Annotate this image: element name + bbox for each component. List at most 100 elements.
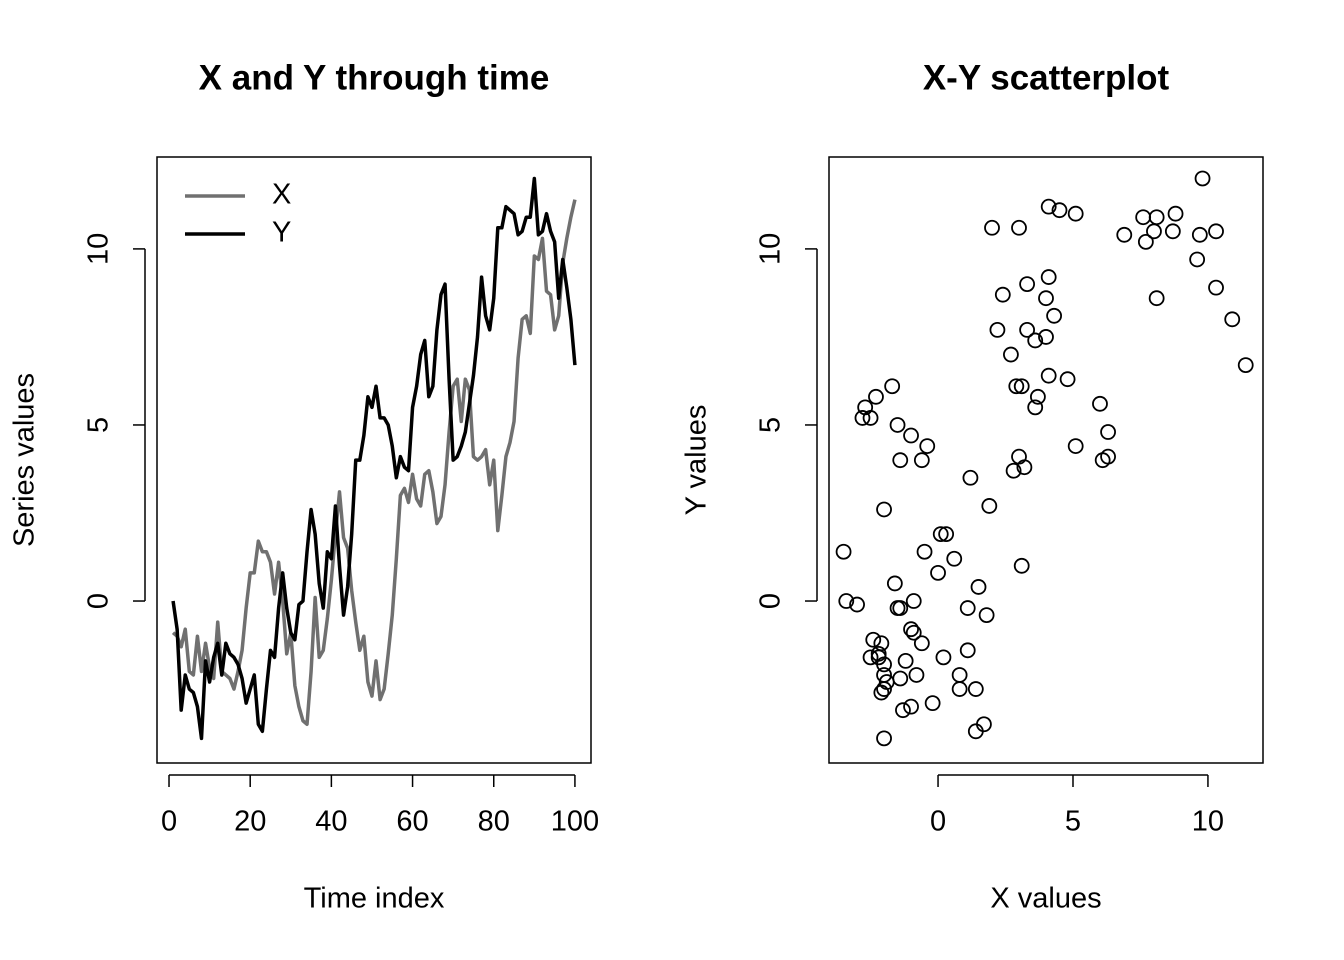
scatter-point: [876, 501, 892, 518]
x-tick-label: 80: [478, 806, 510, 838]
scatter-point: [970, 579, 987, 595]
scatter-point: [1135, 209, 1152, 226]
scatter-point: [892, 452, 909, 469]
scatter-point: [1067, 438, 1084, 454]
scatter-point: [959, 600, 976, 616]
chart-title: X and Y through time: [199, 58, 550, 97]
y-tick-label: 10: [755, 233, 787, 265]
scatter-point: [1164, 223, 1181, 240]
scatter-point: [1194, 170, 1211, 187]
scatter-point: [935, 649, 952, 666]
scatter-point: [876, 656, 892, 673]
scatter-point: [1038, 290, 1054, 307]
scatter-point: [1208, 223, 1224, 240]
scatter-point: [1189, 251, 1206, 268]
scatter-point: [897, 652, 914, 669]
scatter-point: [1016, 459, 1033, 476]
scatter-point: [884, 378, 901, 395]
scatter-point: [1030, 388, 1046, 405]
scatter-point: [854, 410, 871, 426]
scatter-point: [838, 593, 855, 609]
scatter-point: [981, 498, 998, 514]
scatter-point: [1224, 311, 1241, 328]
y-tick-label: 5: [755, 417, 787, 433]
scatter-point: [862, 410, 879, 426]
series-line: [171, 199, 577, 727]
scatter-point: [835, 543, 852, 560]
y-tick-label: 0: [83, 593, 115, 609]
scatter-point: [868, 388, 884, 405]
x-tick-label: 0: [161, 806, 177, 838]
x-axis-label: Time index: [304, 883, 445, 915]
scatter-point: [876, 667, 892, 683]
scatter-point: [908, 667, 925, 683]
scatter-point: [1148, 209, 1165, 226]
scatter-point: [913, 452, 930, 469]
scatter-point: [1040, 367, 1057, 384]
scatter-point: [905, 593, 922, 609]
scatter-point: [876, 730, 892, 747]
scatter-point: [978, 607, 995, 624]
scatter-point: [1191, 226, 1208, 243]
plot-frame: [156, 156, 592, 764]
scatter-point: [1008, 378, 1025, 395]
scatter-point: [903, 698, 919, 715]
y-tick-label: 0: [755, 593, 787, 609]
scatter-point: [967, 681, 984, 697]
scatter-point: [886, 575, 903, 592]
scatter-point: [1019, 321, 1036, 338]
chart-title: X-Y scatterplot: [923, 58, 1170, 97]
scatter-point: [892, 670, 909, 687]
scatter-point: [1059, 371, 1076, 388]
scatter-point: [1040, 269, 1057, 285]
scatter-point: [916, 543, 933, 560]
scatter-point: [989, 321, 1006, 338]
scatter-point: [849, 596, 865, 613]
scatter-point: [1027, 399, 1044, 416]
x-tick-label: 10: [1192, 806, 1224, 838]
legend-label: X: [272, 179, 291, 211]
scatter-point: [994, 286, 1011, 303]
scatter-point: [951, 667, 968, 683]
x-tick-label: 40: [315, 806, 347, 838]
scatter-point: [873, 635, 890, 652]
scatter-point: [932, 526, 949, 543]
scatter-point: [1092, 395, 1108, 412]
scatter-point: [1051, 202, 1068, 219]
scatter-point: [1003, 346, 1019, 363]
scatter-point: [913, 635, 930, 652]
x-tick-label: 20: [234, 806, 266, 838]
scatter-point: [1040, 198, 1057, 215]
scatter-point: [930, 564, 946, 581]
scatter-point: [1167, 205, 1184, 222]
scatter-point: [919, 438, 936, 454]
scatter-point: [1208, 279, 1224, 296]
scatter-point: [903, 427, 919, 444]
scatter-point: [1137, 233, 1154, 250]
scatter-point: [892, 600, 909, 616]
scatter-point: [1038, 329, 1054, 345]
scatter-point: [1100, 448, 1116, 465]
scatter-point: [1027, 332, 1044, 349]
scatter-point: [984, 219, 1000, 236]
x-tick-label: 60: [396, 806, 428, 838]
x-tick-label: 5: [1065, 806, 1081, 838]
scatter-point: [905, 624, 922, 641]
legend-label: Y: [272, 217, 291, 249]
scatter-point: [1011, 219, 1027, 236]
scatter-point: [967, 723, 984, 740]
scatter-point: [959, 642, 976, 659]
x-tick-label: 100: [551, 806, 599, 838]
scatter-point: [1005, 462, 1022, 479]
scatter-point: [951, 681, 968, 697]
scatter-point: [938, 526, 955, 543]
scatter-point: [889, 417, 906, 433]
scatter-point: [962, 469, 979, 486]
scatter-point: [1067, 205, 1084, 222]
scatter-point: [1013, 378, 1030, 395]
scatter-point: [1013, 557, 1030, 574]
series-line: [171, 176, 577, 741]
y-axis-label: Series values: [9, 373, 41, 547]
